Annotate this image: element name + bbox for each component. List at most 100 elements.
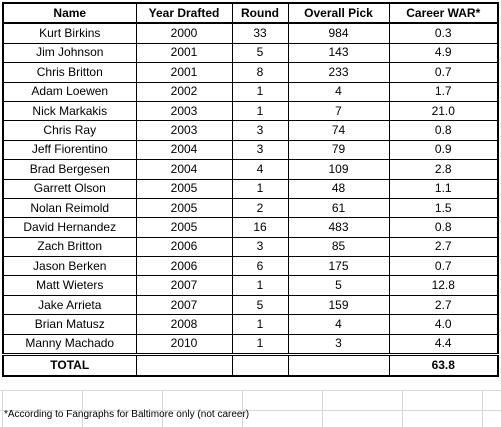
- total-empty-cell[interactable]: [231, 353, 289, 378]
- overall-pick-cell[interactable]: 984: [287, 22, 390, 44]
- header-overall-pick[interactable]: Overall Pick: [287, 1, 390, 25]
- career-war-cell[interactable]: 0.8: [388, 217, 499, 238]
- name-cell[interactable]: Jake Arrieta: [2, 294, 137, 316]
- name-cell[interactable]: David Hernandez: [2, 217, 137, 238]
- overall-pick-cell[interactable]: 483: [287, 217, 390, 238]
- career-war-cell[interactable]: 21.0: [388, 100, 499, 122]
- round-cell[interactable]: 6: [231, 256, 289, 277]
- overall-pick-cell[interactable]: 74: [287, 120, 390, 141]
- round-cell[interactable]: 1: [231, 314, 289, 335]
- round-cell[interactable]: 16: [231, 217, 289, 238]
- round-cell[interactable]: 8: [231, 62, 289, 83]
- year-drafted-cell[interactable]: 2006: [135, 256, 233, 277]
- header-year-drafted[interactable]: Year Drafted: [135, 1, 233, 25]
- header-round[interactable]: Round: [231, 1, 289, 25]
- header-name[interactable]: Name: [2, 1, 137, 25]
- total-empty-cell[interactable]: [135, 353, 233, 378]
- round-cell[interactable]: 3: [231, 139, 289, 161]
- round-cell[interactable]: 1: [231, 333, 289, 356]
- round-cell[interactable]: 2: [231, 197, 289, 219]
- name-cell[interactable]: Zach Britton: [2, 236, 137, 258]
- round-cell[interactable]: 4: [231, 159, 289, 180]
- overall-pick-cell[interactable]: 4: [287, 314, 390, 335]
- name-cell[interactable]: Brian Matusz: [2, 314, 137, 335]
- name-cell[interactable]: Nolan Reimold: [2, 197, 137, 219]
- year-drafted-cell[interactable]: 2001: [135, 62, 233, 83]
- career-war-cell[interactable]: 0.7: [388, 62, 499, 83]
- total-empty-cell[interactable]: [287, 353, 390, 378]
- year-drafted-cell[interactable]: 2003: [135, 120, 233, 141]
- career-war-cell[interactable]: 1.5: [388, 197, 499, 219]
- round-cell[interactable]: 1: [231, 275, 289, 296]
- career-war-cell[interactable]: 0.3: [388, 22, 499, 44]
- year-drafted-cell[interactable]: 2003: [135, 100, 233, 122]
- year-drafted-cell[interactable]: 2005: [135, 178, 233, 199]
- year-drafted-cell[interactable]: 2007: [135, 275, 233, 296]
- name-cell[interactable]: Adam Loewen: [2, 81, 137, 102]
- year-drafted-cell[interactable]: 2006: [135, 236, 233, 258]
- overall-pick-cell[interactable]: 4: [287, 81, 390, 102]
- year-drafted-cell[interactable]: 2010: [135, 333, 233, 356]
- round-cell[interactable]: 5: [231, 42, 289, 64]
- career-war-cell[interactable]: 0.8: [388, 120, 499, 141]
- name-cell[interactable]: Brad Bergesen: [2, 159, 137, 180]
- table-row: Chris Ray 2003 3 74 0.8: [2, 120, 499, 141]
- overall-pick-cell[interactable]: 61: [287, 197, 390, 219]
- year-drafted-cell[interactable]: 2007: [135, 294, 233, 316]
- overall-pick-cell[interactable]: 85: [287, 236, 390, 258]
- year-drafted-cell[interactable]: 2004: [135, 159, 233, 180]
- overall-pick-cell[interactable]: 175: [287, 256, 390, 277]
- total-label-cell[interactable]: TOTAL: [2, 353, 137, 378]
- career-war-cell[interactable]: 2.8: [388, 159, 499, 180]
- round-cell[interactable]: 1: [231, 178, 289, 199]
- career-war-cell[interactable]: 4.9: [388, 42, 499, 64]
- name-cell[interactable]: Chris Ray: [2, 120, 137, 141]
- name-cell[interactable]: Jim Johnson: [2, 42, 137, 64]
- round-cell[interactable]: 1: [231, 81, 289, 102]
- year-drafted-cell[interactable]: 2005: [135, 197, 233, 219]
- overall-pick-cell[interactable]: 143: [287, 42, 390, 64]
- overall-pick-cell[interactable]: 159: [287, 294, 390, 316]
- career-war-cell[interactable]: 4.0: [388, 314, 499, 335]
- career-war-cell[interactable]: 12.8: [388, 275, 499, 296]
- overall-pick-cell[interactable]: 3: [287, 333, 390, 356]
- year-drafted-cell[interactable]: 2004: [135, 139, 233, 161]
- career-war-cell[interactable]: 2.7: [388, 236, 499, 258]
- overall-pick-cell[interactable]: 233: [287, 62, 390, 83]
- career-war-cell[interactable]: 0.9: [388, 139, 499, 161]
- career-war-cell[interactable]: 1.7: [388, 81, 499, 102]
- name-cell[interactable]: Matt Wieters: [2, 275, 137, 296]
- overall-pick-cell[interactable]: 109: [287, 159, 390, 180]
- table-row: Adam Loewen 2002 1 4 1.7: [2, 81, 499, 102]
- career-war-cell[interactable]: 1.1: [388, 178, 499, 199]
- footnote[interactable]: *According to Fangraphs for Baltimore on…: [4, 409, 250, 420]
- year-drafted-cell[interactable]: 2008: [135, 314, 233, 335]
- year-drafted-cell[interactable]: 2005: [135, 217, 233, 238]
- overall-pick-cell[interactable]: 7: [287, 100, 390, 122]
- name-cell[interactable]: Kurt Birkins: [2, 22, 137, 44]
- name-cell[interactable]: Garrett Olson: [2, 178, 137, 199]
- year-drafted-cell[interactable]: 2000: [135, 22, 233, 44]
- career-war-cell[interactable]: 4.4: [388, 333, 499, 356]
- overall-pick-cell[interactable]: 5: [287, 275, 390, 296]
- round-cell[interactable]: 1: [231, 100, 289, 122]
- name-cell[interactable]: Chris Britton: [2, 62, 137, 83]
- name-cell[interactable]: Nick Markakis: [2, 100, 137, 122]
- overall-pick-cell[interactable]: 79: [287, 139, 390, 161]
- year-drafted-cell[interactable]: 2001: [135, 42, 233, 64]
- career-war-cell[interactable]: 2.7: [388, 294, 499, 316]
- overall-pick-cell[interactable]: 48: [287, 178, 390, 199]
- round-cell[interactable]: 3: [231, 120, 289, 141]
- total-war-cell[interactable]: 63.8: [388, 353, 499, 378]
- round-cell[interactable]: 5: [231, 294, 289, 316]
- year-drafted-cell[interactable]: 2002: [135, 81, 233, 102]
- career-war-cell[interactable]: 0.7: [388, 256, 499, 277]
- name-cell[interactable]: Jeff Fiorentino: [2, 139, 137, 161]
- name-cell[interactable]: Manny Machado: [2, 333, 137, 356]
- table-row: Jeff Fiorentino 2004 3 79 0.9: [2, 139, 499, 161]
- round-cell[interactable]: 33: [231, 22, 289, 44]
- header-career-war[interactable]: Career WAR*: [388, 1, 499, 25]
- empty-cell-gridlines: [0, 390, 501, 427]
- round-cell[interactable]: 3: [231, 236, 289, 258]
- name-cell[interactable]: Jason Berken: [2, 256, 137, 277]
